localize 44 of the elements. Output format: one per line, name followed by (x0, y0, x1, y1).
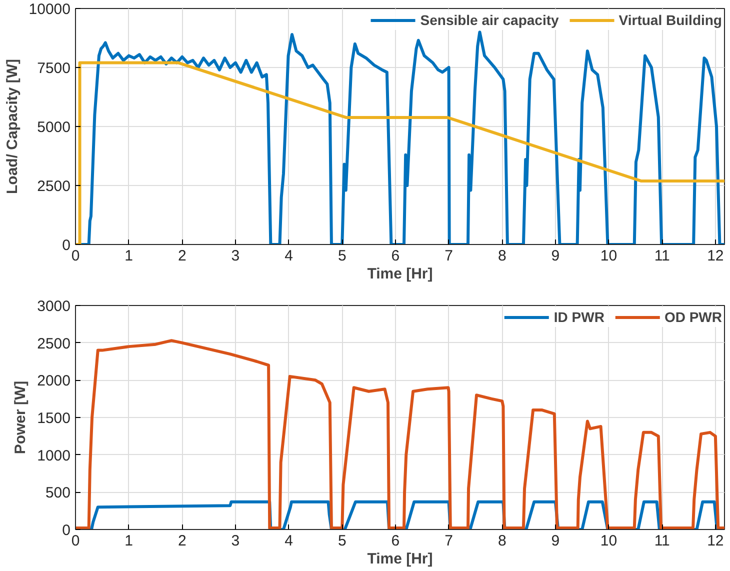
x-tick-label: 6 (391, 532, 400, 550)
legend-label: OD PWR (664, 309, 722, 325)
y-tick-label: 2500 (37, 335, 71, 352)
x-tick-label: 11 (654, 248, 670, 264)
x-tick-label: 11 (654, 532, 670, 550)
x-axis-title: Time [Hr] (367, 550, 433, 568)
x-tick-label: 9 (551, 532, 560, 550)
x-tick-label: 7 (444, 532, 453, 550)
x-tick-label: 2 (178, 248, 186, 264)
x-tick-label: 3 (231, 532, 240, 550)
y-tick-label: 2500 (37, 178, 71, 195)
x-tick-label: 4 (284, 532, 293, 550)
x-tick-label: 5 (338, 532, 346, 550)
y-tick-label: 0 (62, 522, 70, 539)
y-tick-label: 1500 (37, 410, 71, 427)
x-tick-label: 12 (707, 532, 724, 550)
y-axis-title: Load/ Capacity [W] (4, 58, 21, 194)
x-tick-label: 2 (178, 532, 186, 550)
y-tick-label: 0 (62, 237, 70, 254)
x-tick-label: 7 (444, 248, 453, 264)
x-tick-label: 10 (600, 532, 618, 550)
x-tick-label: 8 (498, 532, 506, 550)
y-tick-label: 500 (45, 484, 71, 502)
x-tick-label: 3 (231, 248, 240, 264)
x-tick-label: 8 (498, 248, 506, 264)
y-tick-label: 7500 (37, 60, 71, 77)
y-tick-label: 10000 (28, 1, 71, 18)
x-axis-title: Time [Hr] (367, 266, 433, 282)
y-tick-label: 1000 (37, 447, 71, 464)
x-tick-label: 12 (707, 248, 724, 264)
y-tick-label: 3000 (37, 298, 71, 315)
x-tick-label: 9 (551, 248, 560, 264)
x-tick-label: 10 (600, 248, 618, 264)
x-tick-label: 1 (124, 532, 133, 550)
y-tick-label: 5000 (37, 119, 71, 136)
y-axis-title: Power [W] (12, 380, 30, 454)
x-tick-label: 6 (391, 248, 400, 264)
x-tick-label: 1 (124, 248, 133, 264)
y-tick-label: 2000 (37, 372, 71, 390)
x-tick-label: 5 (338, 248, 346, 264)
legend-label: Virtual Building (618, 12, 722, 28)
legend-label: Sensible air capacity (420, 12, 559, 28)
legend-label: ID PWR (554, 309, 604, 325)
x-tick-label: 4 (284, 248, 293, 264)
